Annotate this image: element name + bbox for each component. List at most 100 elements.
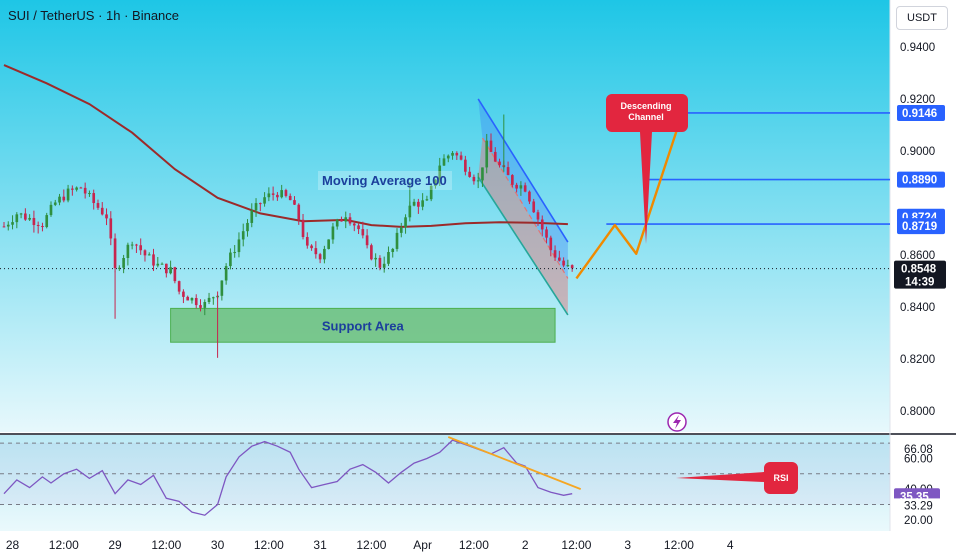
price-axis-tick: 0.8400: [900, 302, 935, 314]
candle-body: [276, 194, 279, 198]
candle: [45, 212, 49, 229]
channel-lower-line: [477, 176, 569, 316]
lightning-icon[interactable]: [667, 412, 687, 432]
candle-body: [92, 193, 96, 204]
candle: [92, 189, 96, 210]
rsi-axis-tick: 60.00: [904, 453, 933, 465]
candle: [271, 186, 275, 201]
candle-body: [24, 213, 27, 220]
candle: [15, 212, 19, 229]
candle: [233, 245, 237, 258]
candle: [417, 198, 420, 214]
candle: [297, 203, 301, 225]
candle: [169, 260, 172, 275]
candle-body: [553, 250, 557, 258]
candle-body: [224, 266, 228, 281]
candle: [519, 181, 523, 196]
candle-body: [32, 217, 36, 226]
candle-body: [532, 201, 536, 213]
candle: [468, 166, 471, 178]
candle-body: [45, 215, 49, 228]
candle-body: [344, 217, 348, 222]
candle: [220, 280, 224, 301]
candle: [566, 259, 570, 268]
candle-body: [519, 185, 523, 189]
price-badge-value: 0.8719: [902, 221, 937, 233]
axes: 0.9400 0.9200 0.9000 0.8600 0.8400 0.8200 0.80…: [6, 42, 946, 552]
candle: [113, 233, 117, 273]
candle-body: [254, 203, 258, 211]
level-lines: [0, 112, 890, 270]
ma-label-bg: [318, 171, 452, 190]
candle-body: [263, 197, 266, 204]
rsi-trendline: [447, 436, 582, 490]
candle: [540, 215, 544, 237]
time-axis-tick: 12:00: [254, 538, 284, 552]
candle: [425, 195, 429, 202]
candle-body: [331, 226, 335, 240]
candles: [2, 114, 574, 358]
candle: [122, 254, 125, 274]
candle-body: [528, 191, 531, 202]
candle: [83, 182, 87, 199]
candle-body: [468, 171, 471, 177]
candle-body: [147, 254, 151, 256]
channel-upper-line: [477, 98, 569, 243]
candle-body: [135, 244, 138, 246]
candle: [147, 252, 151, 256]
candle-body: [122, 258, 125, 268]
candle: [280, 184, 283, 199]
candle: [327, 239, 330, 250]
candle-body: [545, 229, 548, 238]
candle-body: [229, 252, 232, 267]
candle-body: [6, 224, 10, 227]
time-axis-tick: 2: [522, 538, 529, 552]
time-axis-tick: 12:00: [664, 538, 694, 552]
moving-average-100-line: [3, 64, 568, 228]
moving-average-label: Moving Average 100: [322, 173, 447, 188]
time-axis-tick: 12:00: [49, 538, 79, 552]
candle: [152, 248, 155, 272]
candle-body: [425, 199, 429, 201]
candle-body: [41, 226, 44, 228]
price-badge: [897, 171, 945, 188]
time-axis-tick: 30: [211, 538, 225, 552]
candle-body: [113, 238, 117, 269]
candle: [207, 292, 211, 305]
candle-body: [211, 297, 215, 299]
candle: [395, 228, 399, 252]
channel-mid-line: [481, 137, 569, 279]
candle-body: [318, 254, 322, 260]
currency-selector[interactable]: USDT: [896, 6, 948, 30]
candle: [412, 198, 416, 207]
candle: [250, 203, 254, 228]
candle-body: [395, 232, 399, 249]
candle-body: [62, 196, 66, 201]
candle: [105, 208, 108, 226]
candle-body: [412, 201, 416, 206]
candle-body: [515, 184, 518, 189]
candle-body: [370, 245, 373, 260]
candle: [182, 289, 185, 304]
price-axis-tick: 0.8000: [900, 406, 935, 418]
candle-body: [434, 179, 437, 186]
candle-body: [271, 193, 275, 195]
candle-body: [49, 204, 53, 216]
candle: [109, 211, 113, 246]
candle: [404, 214, 407, 234]
candle: [532, 198, 536, 214]
candle: [58, 193, 61, 206]
candle-body: [109, 218, 113, 239]
candle: [340, 216, 343, 222]
candle-countdown: 14:39: [905, 277, 934, 289]
candle: [88, 190, 91, 197]
candle: [199, 299, 202, 312]
candle-body: [536, 212, 540, 220]
rsi-axis-tick: 66.08: [904, 444, 933, 456]
time-axis-tick: 12:00: [561, 538, 591, 552]
candle-body: [100, 207, 104, 215]
time-axis-tick: 4: [727, 538, 734, 552]
candle: [293, 196, 296, 205]
candle: [100, 202, 104, 216]
